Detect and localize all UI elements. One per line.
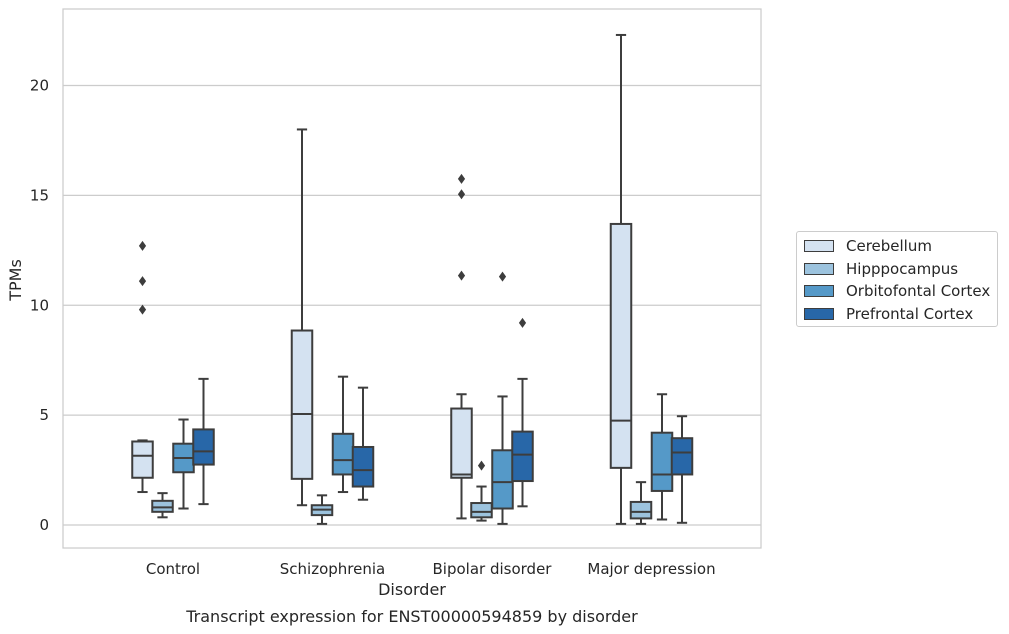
box-hipppocampus bbox=[310, 494, 334, 525]
box-iqr bbox=[290, 329, 314, 480]
box-iqr bbox=[609, 222, 633, 469]
box-cerebellum bbox=[450, 173, 473, 520]
box-prefrontal-cortex bbox=[670, 415, 694, 524]
y-tick-label: 10 bbox=[30, 296, 49, 314]
y-axis-ticks: 0 5 10 15 20 bbox=[30, 77, 49, 535]
box-prefrontal-cortex bbox=[192, 377, 215, 506]
box-iqr bbox=[629, 500, 653, 520]
box-hipppocampus bbox=[629, 481, 653, 525]
x-tick-label: Schizophrenia bbox=[280, 560, 385, 578]
x-tick-label: Major depression bbox=[587, 560, 715, 578]
legend-label: Prefrontal Cortex bbox=[846, 304, 974, 323]
legend-item: Prefrontal Cortex bbox=[804, 303, 997, 326]
outlier-point bbox=[457, 173, 466, 184]
box-iqr bbox=[192, 428, 215, 466]
box-cerebellum bbox=[609, 33, 633, 525]
box-orbitofontal-cortex bbox=[172, 418, 195, 510]
box-iqr bbox=[670, 437, 694, 476]
y-axis-label: TPMs bbox=[6, 259, 25, 302]
outlier-point bbox=[138, 304, 147, 315]
y-tick-label: 20 bbox=[30, 77, 49, 95]
outlier-point bbox=[518, 317, 527, 328]
chart-title: Transcript expression for ENST0000059485… bbox=[185, 607, 638, 626]
legend-label: Hipppocampus bbox=[846, 259, 959, 278]
box-prefrontal-cortex bbox=[511, 317, 534, 508]
box-cerebellum bbox=[131, 240, 154, 494]
outlier-point bbox=[138, 276, 147, 287]
legend-label: Cerebellum bbox=[846, 237, 932, 256]
box-iqr bbox=[131, 440, 154, 479]
legend: Cerebellum Hipppocampus Orbitofontal Corte… bbox=[796, 231, 998, 327]
box-iqr bbox=[491, 449, 514, 510]
legend-swatch bbox=[804, 307, 834, 320]
boxes-layer bbox=[131, 33, 694, 525]
plot-frame bbox=[62, 8, 762, 549]
box-iqr bbox=[511, 430, 534, 483]
box-iqr bbox=[151, 499, 174, 513]
x-tick-label: Control bbox=[146, 560, 200, 578]
box-orbitofontal-cortex bbox=[650, 393, 674, 521]
box-hipppocampus bbox=[151, 492, 174, 519]
x-tick-label: Bipolar disorder bbox=[433, 560, 553, 578]
box-iqr bbox=[351, 445, 375, 488]
legend-swatch bbox=[804, 262, 834, 275]
box-iqr bbox=[450, 407, 473, 479]
y-tick-label: 5 bbox=[39, 406, 49, 424]
y-tick-label: 0 bbox=[39, 516, 49, 534]
legend-item: Orbitofontal Cortex bbox=[804, 280, 997, 303]
outlier-point bbox=[138, 240, 147, 251]
gridlines bbox=[63, 84, 761, 526]
outlier-point bbox=[457, 189, 466, 200]
legend-item: Hipppocampus bbox=[804, 258, 997, 281]
x-axis-label: Disorder bbox=[378, 580, 446, 599]
box-hipppocampus bbox=[470, 460, 493, 522]
box-iqr bbox=[331, 432, 355, 476]
box-prefrontal-cortex bbox=[351, 386, 375, 501]
box-cerebellum bbox=[290, 128, 314, 507]
x-axis-ticks: Control Schizophrenia Bipolar disorder Majo… bbox=[146, 560, 716, 578]
box-iqr bbox=[470, 502, 493, 519]
box-iqr bbox=[650, 431, 674, 492]
outlier-point bbox=[477, 460, 486, 471]
legend-swatch bbox=[804, 240, 834, 253]
legend-label: Orbitofontal Cortex bbox=[846, 282, 991, 301]
outlier-point bbox=[498, 271, 507, 282]
box-orbitofontal-cortex bbox=[331, 375, 355, 494]
legend-swatch bbox=[804, 285, 834, 298]
box-orbitofontal-cortex bbox=[491, 271, 514, 525]
outlier-point bbox=[457, 270, 466, 281]
legend-item: Cerebellum bbox=[804, 235, 997, 258]
y-tick-label: 15 bbox=[30, 186, 49, 204]
